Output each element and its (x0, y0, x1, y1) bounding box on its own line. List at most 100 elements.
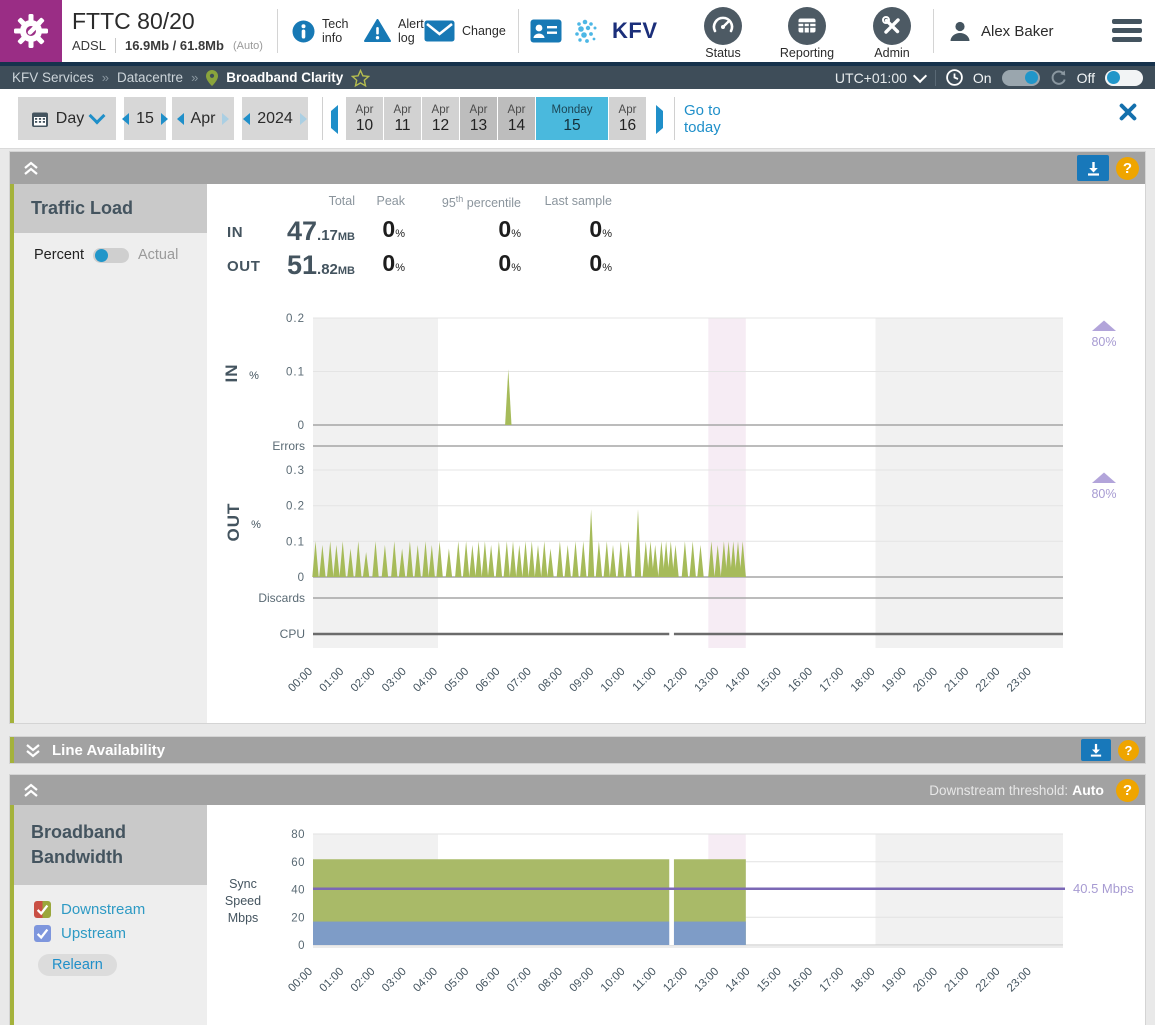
svg-text:09:00: 09:00 (568, 666, 597, 695)
contact-card-icon (530, 19, 562, 43)
close-datebar-button[interactable] (1114, 99, 1140, 125)
traffic-load-main: Total Peak 95th percentile Last sample I… (207, 184, 1145, 723)
favorite-star-icon[interactable] (351, 69, 370, 87)
collapse-panel-button[interactable] (22, 783, 40, 798)
help-button[interactable]: ? (1118, 740, 1139, 761)
menu-button[interactable] (1112, 19, 1142, 46)
day-cell-apr-13[interactable]: Apr13 (460, 97, 497, 140)
upstream-checkbox-row[interactable]: Upstream (34, 925, 207, 942)
svg-text:17:00: 17:00 (818, 966, 847, 995)
svg-text:%: % (251, 519, 261, 531)
year-stepper[interactable]: 2024 (242, 97, 308, 140)
svg-text:40: 40 (291, 885, 305, 897)
out-last-sample-value: 0% (589, 250, 612, 277)
speed-mode: (Auto) (233, 40, 263, 52)
clock-toggle[interactable] (1002, 70, 1040, 86)
nav-status[interactable]: Status (694, 7, 752, 60)
previous-year-arrow[interactable] (243, 113, 250, 125)
collapse-panel-button[interactable] (22, 161, 40, 176)
svg-text:19:00: 19:00 (880, 666, 909, 695)
traffic-stats: Total Peak 95th percentile Last sample I… (227, 190, 647, 294)
svg-text:Discards: Discards (258, 591, 305, 605)
day-cell-monday-15[interactable]: Monday15 (536, 97, 608, 140)
out-peak-value: 0% (382, 250, 405, 277)
svg-text:Sync: Sync (229, 877, 257, 891)
help-button[interactable]: ? (1116, 779, 1139, 802)
svg-text:05:00: 05:00 (443, 666, 472, 695)
svg-text:60: 60 (291, 857, 305, 869)
download-button[interactable] (1081, 739, 1111, 761)
timezone-selector[interactable]: UTC+01:00 (835, 70, 925, 86)
svg-text:15:00: 15:00 (755, 666, 784, 695)
stats-header-peak: Peak (377, 194, 406, 208)
svg-text:80: 80 (291, 829, 305, 841)
bandwidth-chart: 02040608040.5 MbpsSyncSpeedMbps00:0001:0… (207, 810, 1145, 1023)
in-last-sample-value: 0% (589, 216, 612, 243)
svg-text:01:00: 01:00 (318, 666, 347, 695)
service-title: FTTC 80/20 (72, 7, 263, 35)
svg-text:%: % (249, 370, 259, 382)
downstream-checkbox[interactable] (34, 901, 51, 918)
relearn-button[interactable]: Relearn (38, 954, 117, 976)
scroll-days-right-arrow[interactable] (656, 111, 663, 129)
user-menu[interactable]: Alex Baker (948, 19, 1054, 43)
breadcrumb-kfv-services[interactable]: KFV Services (12, 70, 94, 85)
refresh-toggle[interactable] (1105, 70, 1143, 86)
day-cell-apr-11[interactable]: Apr11 (384, 97, 421, 140)
next-day-arrow[interactable] (161, 113, 168, 125)
in-95th-value: 0% (498, 216, 521, 243)
service-title-block: FTTC 80/20 ADSL 16.9Mb / 61.8Mb (Auto) (72, 7, 263, 53)
svg-text:80%: 80% (1091, 487, 1116, 501)
divider (674, 97, 675, 140)
day-cell-apr-14[interactable]: Apr14 (498, 97, 535, 140)
expand-panel-button[interactable] (24, 743, 42, 758)
month-stepper[interactable]: Apr (172, 97, 234, 140)
svg-text:0.1: 0.1 (286, 367, 305, 379)
help-button[interactable]: ? (1116, 157, 1139, 180)
upstream-checkbox[interactable] (34, 925, 51, 942)
tech-info-button[interactable]: Techinfo (292, 16, 348, 46)
download-icon (1086, 161, 1101, 176)
percent-actual-toggle[interactable] (93, 248, 129, 263)
previous-day-arrow[interactable] (122, 113, 129, 125)
period-select[interactable]: Day (18, 97, 116, 140)
day-stepper[interactable]: 15 (124, 97, 166, 140)
svg-text:0: 0 (298, 940, 305, 952)
gear-wrench-icon (11, 11, 51, 51)
chevron-double-down-icon (24, 743, 42, 758)
refresh-icon (1050, 69, 1067, 86)
day-cell-apr-12[interactable]: Apr12 (422, 97, 459, 140)
brand-area[interactable]: KFV (530, 18, 658, 44)
top-header: FTTC 80/20 ADSL 16.9Mb / 61.8Mb (Auto) T… (0, 0, 1155, 62)
svg-text:03:00: 03:00 (380, 966, 409, 995)
tools-icon (880, 14, 904, 38)
stats-header-95th-percentile: 95th percentile (442, 194, 521, 210)
previous-month-arrow[interactable] (177, 113, 184, 125)
check-icon (35, 926, 50, 941)
scroll-days-left-arrow[interactable] (331, 111, 338, 129)
broadband-clarity-app: FTTC 80/20 ADSL 16.9Mb / 61.8Mb (Auto) T… (0, 0, 1155, 1025)
svg-text:16:00: 16:00 (786, 666, 815, 695)
nav-reporting[interactable]: Reporting (774, 7, 840, 60)
svg-text:CPU: CPU (280, 627, 305, 641)
svg-text:04:00: 04:00 (411, 666, 440, 695)
svg-text:00:00: 00:00 (286, 966, 315, 995)
chevron-double-up-icon (22, 783, 40, 798)
day-cell-apr-16[interactable]: Apr16 (609, 97, 646, 140)
traffic-load-panel: ? Traffic Load Percent Actual Total Peak… (10, 152, 1145, 723)
nav-admin[interactable]: Admin (864, 7, 920, 60)
app-logo[interactable] (0, 0, 62, 62)
downstream-checkbox-row[interactable]: Downstream (34, 901, 207, 918)
percent-label: Percent (34, 247, 84, 263)
breadcrumb-datacentre[interactable]: Datacentre (117, 70, 183, 85)
day-cell-apr-10[interactable]: Apr10 (346, 97, 383, 140)
download-button[interactable] (1077, 155, 1109, 181)
breadcrumb-current: Broadband Clarity (226, 70, 343, 85)
svg-text:00:00: 00:00 (286, 666, 315, 695)
go-to-today-link[interactable]: Go to today (684, 102, 736, 136)
next-month-arrow[interactable] (222, 113, 229, 125)
alert-log-button[interactable]: Alertlog (364, 16, 424, 46)
change-button[interactable]: Change (424, 16, 506, 46)
stats-header-total: Total (329, 194, 355, 208)
next-year-arrow[interactable] (300, 113, 307, 125)
